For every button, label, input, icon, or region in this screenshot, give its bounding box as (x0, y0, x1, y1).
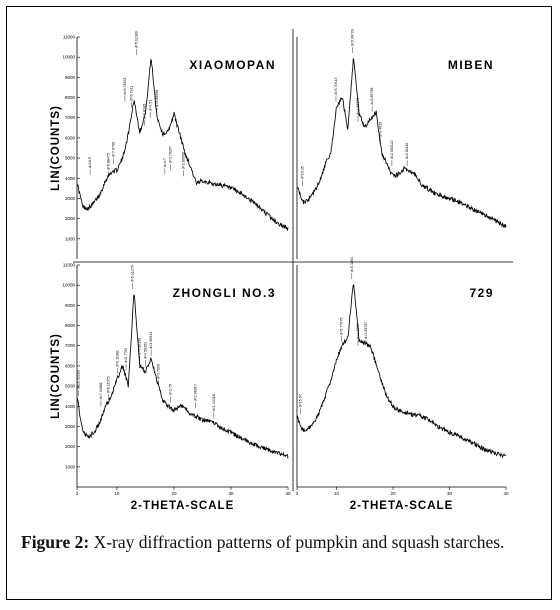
peak-label: d=3.7009 (157, 364, 161, 379)
peak-label: d=16.5 (88, 157, 92, 168)
diffraction-trace (296, 57, 507, 229)
y-tick-label: 4000 (65, 176, 76, 181)
peak-label: d=4.88172 (356, 98, 360, 115)
x-tick-label: 40 (285, 491, 291, 496)
peak-label: d=16.92183 (77, 370, 81, 389)
figure-frame: 1000 2000 3000 4000 5000 6000 7000 8000 9000 1000… (6, 6, 552, 600)
peak-label: d=4.8745 (142, 104, 146, 119)
y-tick-label: 6000 (65, 135, 76, 140)
peak-label: d=1.44418 (212, 394, 216, 411)
peak-label: d=4.51 (149, 100, 153, 111)
peak-label: d=3.89787 (364, 322, 368, 339)
x-tick-label: 3 (76, 491, 79, 496)
y-tick-label: 2000 (65, 216, 76, 221)
x-tick-label: 30 (447, 491, 453, 496)
peak-label: d=5.11389 (134, 31, 138, 48)
y-tick-label: 7000 (65, 343, 76, 348)
y-tick-label: 10000 (62, 55, 75, 60)
panel-title: XIAOMOPAN (189, 58, 276, 72)
peak-label: d=5.7311 (130, 86, 134, 101)
peak-label: d=4.50252 (143, 342, 147, 359)
peak-label: d=4.8963 (356, 324, 360, 339)
y-axis-title: LIN(COUNTS) (50, 105, 62, 191)
y-tick-label: 8000 (65, 95, 76, 100)
peak-label: d=7.34881 (99, 382, 103, 399)
peak-label: d=4.86196 (138, 338, 142, 355)
peak-label: d=6.11081 (115, 350, 119, 367)
x-tick-label: 40 (503, 491, 509, 496)
caption-text: X-ray diffraction patterns of pumpkin an… (93, 532, 505, 552)
peak-label: d=5.1864 (350, 257, 354, 272)
peak-label: d=3.76257 (169, 146, 173, 163)
diffraction-trace (76, 294, 289, 459)
x-tick-label: 30 (228, 491, 234, 496)
x-tick-label: 20 (391, 491, 397, 496)
x-tick-label: 3 (296, 491, 299, 496)
figure-caption: Figure 2: X-ray diffraction patterns of … (21, 531, 551, 553)
caption-label: Figure 2: (21, 532, 90, 552)
y-tick-label: 11000 (63, 263, 76, 268)
y-tick-label: 5000 (65, 384, 76, 389)
y-tick-label: 5000 (65, 156, 76, 161)
y-tick-label: 11000 (63, 35, 76, 40)
peak-label: d=2.581122 (390, 140, 394, 159)
peak-label: d=5.78151 (123, 77, 127, 94)
y-tick-label: 3000 (65, 424, 76, 429)
y-tick-label: 9000 (65, 303, 76, 308)
peak-label: d=5.7753 (124, 348, 128, 363)
peak-label: d=3.7 (163, 158, 167, 167)
y-tick-label: 7000 (65, 115, 76, 120)
peak-label: d=2.75 (169, 384, 173, 395)
y-tick-label: 3000 (65, 196, 76, 201)
y-tick-label: 8000 (65, 323, 76, 328)
peak-label: d=3.89398 (155, 90, 159, 107)
peak-label: d=5.70413 (334, 77, 338, 94)
y-tick-label: 10000 (62, 283, 75, 288)
x-tick-label: 10 (114, 491, 120, 496)
x-axis-title: 2-THETA-SCALE (131, 500, 235, 512)
x-tick-label: 20 (171, 491, 177, 496)
y-tick-label: 6000 (65, 363, 76, 368)
panel-title: MIBEN (448, 58, 494, 72)
peak-label: d=5.11279 (130, 265, 134, 282)
diffraction-trace (76, 58, 289, 231)
xrd-chart-grid: 1000 2000 3000 4000 5000 6000 7000 8000 9000 1000… (50, 29, 513, 512)
diffraction-trace (296, 284, 507, 459)
panel-title: 729 (469, 286, 494, 300)
peak-label: d=15.35 (301, 166, 305, 179)
y-tick-label: 1000 (65, 236, 76, 241)
peak-label: d=15.57 (298, 394, 302, 407)
peak-label: d=2.80095 (182, 152, 186, 169)
y-tick-label: 9000 (65, 75, 76, 80)
peak-label: d=9.88475 (106, 153, 110, 170)
peak-label: d=6.11975 (106, 376, 110, 393)
peak-label: d=3.89798 (370, 88, 374, 105)
x-axis-title: 2-THETA-SCALE (350, 500, 454, 512)
y-tick-label: 1000 (65, 464, 76, 469)
peak-label: d=7.6799 (111, 142, 115, 157)
y-tick-label: 2000 (65, 444, 76, 449)
peak-label: d=3.4919 (379, 122, 383, 137)
peak-label: d=2.81116 (405, 143, 409, 160)
x-tick-label: 10 (334, 491, 340, 496)
peak-label: d=5.06729 (350, 29, 354, 46)
peak-label: d=3.90913 (149, 332, 153, 349)
panel-title: ZHONGLI NO.3 (173, 286, 276, 300)
peak-label: d=5.77075 (340, 318, 344, 335)
peak-label: d=2.08917 (194, 384, 198, 401)
y-axis-title: LIN(COUNTS) (50, 333, 62, 419)
y-tick-label: 4000 (65, 404, 76, 409)
